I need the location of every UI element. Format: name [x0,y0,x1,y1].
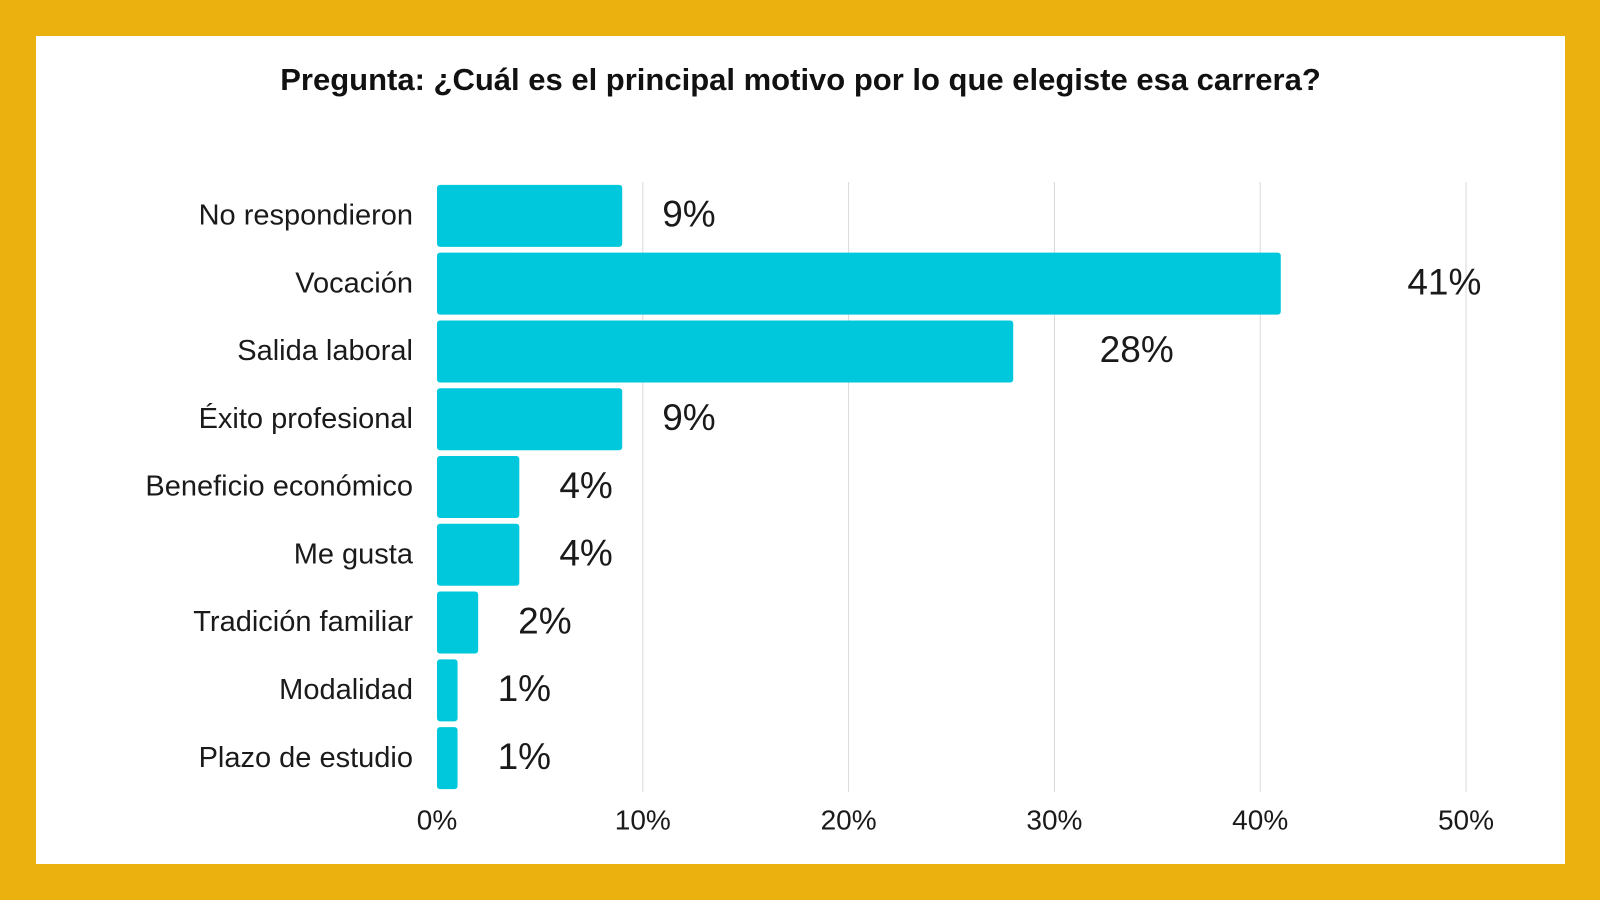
category-label-3: Éxito profesional [199,402,413,435]
data-label-8: 1% [498,736,551,777]
data-label-3: 9% [662,397,715,438]
x-tick-label-0: 0% [417,804,457,835]
category-label-6: Tradición familiar [193,606,413,638]
category-label-8: Plazo de estudio [199,742,413,774]
bar-2 [437,320,1014,383]
category-label-5: Me gusta [294,538,414,570]
category-label-2: Salida laboral [237,335,413,367]
bar-0 [437,184,623,247]
data-label-7: 1% [498,668,551,709]
x-tick-label-4: 40% [1232,804,1288,835]
data-label-5: 4% [559,533,612,574]
data-label-1: 41% [1407,261,1481,302]
category-label-4: Beneficio económico [145,471,413,503]
category-label-1: Vocación [295,267,413,299]
data-label-0: 9% [662,194,715,235]
bar-1 [437,252,1281,315]
data-label-6: 2% [518,600,571,641]
category-label-7: Modalidad [279,674,413,706]
x-tick-label-1: 10% [615,804,671,835]
x-tick-label-2: 20% [821,804,877,835]
data-label-4: 4% [559,465,612,506]
bar-7 [437,659,458,722]
bar-5 [437,523,520,586]
bar-6 [437,591,479,654]
bar-4 [437,456,520,518]
x-tick-label-5: 50% [1438,804,1494,835]
category-label-0: No respondieron [199,200,413,232]
bar-8 [437,727,458,790]
x-tick-label-3: 30% [1026,804,1082,835]
data-label-2: 28% [1100,329,1174,370]
bar-3 [437,388,623,451]
chart-title: Pregunta: ¿Cuál es el principal motivo p… [280,62,1321,97]
